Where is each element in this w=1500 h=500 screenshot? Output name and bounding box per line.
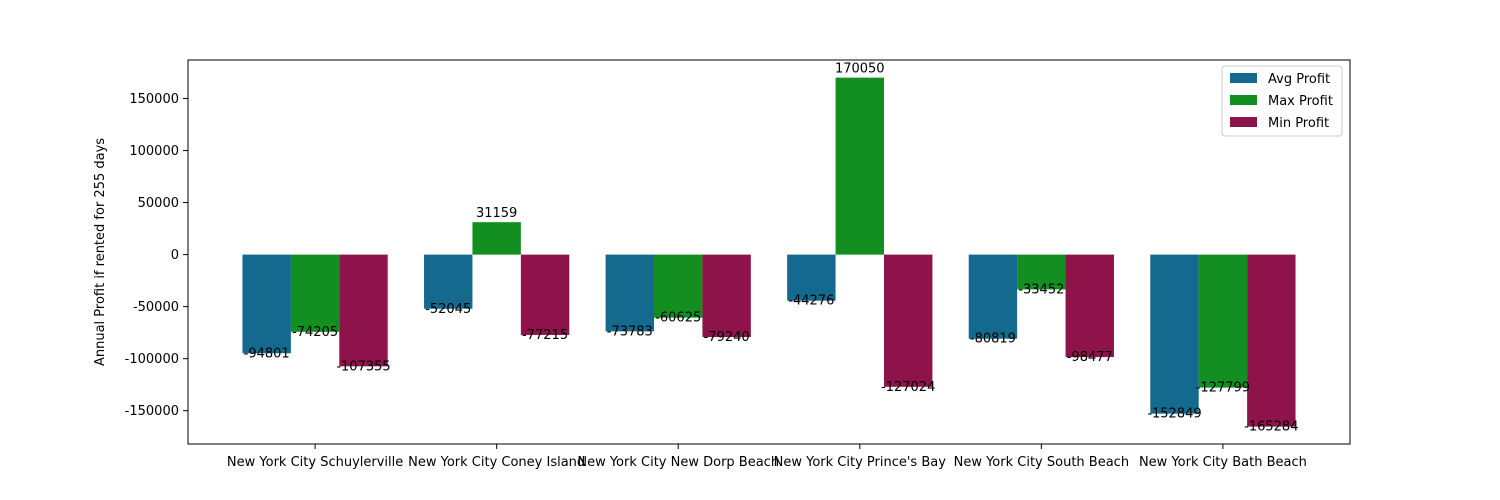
x-tick-label: New York City New Dorp Beach (577, 455, 779, 470)
bar-avg-profit-1 (424, 254, 473, 309)
data-label: 31159 (476, 206, 517, 221)
bar-max-profit-2 (654, 254, 703, 318)
data-label: -127799 (1196, 381, 1250, 396)
bar-max-profit-5 (1198, 254, 1248, 388)
legend-swatch (1230, 95, 1257, 105)
x-tick-label: New York City Schuylerville (227, 455, 403, 470)
bar-max-profit-3 (835, 77, 884, 255)
data-label: -98477 (1067, 350, 1113, 365)
legend-swatch (1230, 73, 1257, 83)
data-label: -73783 (607, 324, 653, 339)
data-label: 170050 (835, 62, 885, 77)
bar-max-profit-0 (290, 254, 340, 332)
bar-min-profit-5 (1247, 254, 1296, 427)
y-tick-label: 100000 (129, 144, 179, 159)
bar-max-profit-4 (1017, 254, 1066, 290)
bar-avg-profit-3 (787, 254, 836, 301)
bar-avg-profit-2 (605, 254, 655, 332)
legend-label: Max Profit (1268, 94, 1333, 109)
y-tick-label: -50000 (133, 300, 179, 315)
x-tick-label: New York City Coney Island (408, 455, 585, 470)
data-label: -52045 (425, 302, 471, 317)
data-label: -79240 (704, 330, 750, 345)
x-tick-label: New York City Bath Beach (1139, 455, 1307, 470)
y-tick-label: 150000 (129, 92, 179, 107)
y-tick-label: 0 (171, 248, 179, 263)
data-label: -74205 (292, 325, 338, 340)
x-tick-label: New York City Prince's Bay (774, 455, 947, 470)
bar-avg-profit-0 (242, 254, 291, 354)
axes-frame (187, 59, 1351, 445)
legend-label: Avg Profit (1268, 72, 1330, 87)
bar-avg-profit-4 (968, 254, 1018, 339)
y-tick-label: -150000 (125, 404, 179, 419)
bar-min-profit-4 (1065, 254, 1114, 358)
bar-max-profit-1 (472, 222, 521, 255)
data-label: -127024 (881, 380, 935, 395)
bar-avg-profit-5 (1150, 254, 1199, 414)
data-label: -165284 (1244, 420, 1298, 435)
bar-min-profit-3 (883, 254, 933, 387)
data-label: -33452 (1018, 282, 1064, 297)
x-tick-label: New York City South Beach (954, 455, 1129, 470)
data-label: -77215 (522, 328, 568, 343)
data-label: -60625 (655, 311, 701, 326)
data-label: -107355 (336, 359, 390, 374)
y-tick-label: -100000 (125, 352, 179, 367)
bar-min-profit-2 (702, 254, 751, 338)
legend-label: Min Profit (1268, 116, 1329, 131)
data-label: -152849 (1147, 407, 1201, 422)
y-axis-label: Annual Profit if rented for 255 days (93, 138, 108, 366)
bar-min-profit-1 (520, 254, 570, 335)
legend-swatch (1230, 117, 1257, 127)
bar-min-profit-0 (339, 254, 388, 367)
data-label: -94801 (244, 346, 290, 361)
y-tick-label: 50000 (138, 196, 179, 211)
data-label: -80819 (970, 332, 1016, 347)
data-label: -44276 (788, 294, 834, 309)
